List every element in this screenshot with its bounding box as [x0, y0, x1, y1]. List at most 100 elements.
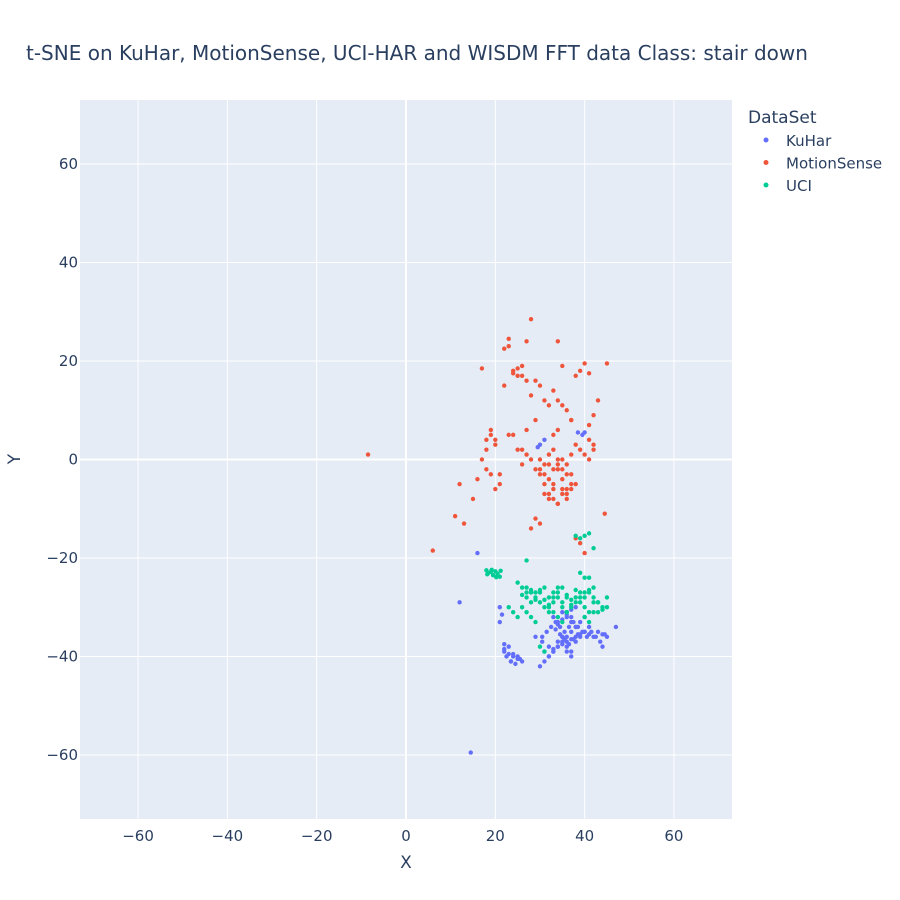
data-point: [551, 486, 556, 492]
data-point: [548, 624, 554, 630]
data-point: [515, 366, 520, 371]
data-point: [560, 585, 565, 590]
data-point: [519, 462, 525, 467]
data-point: [569, 629, 574, 635]
data-point: [569, 614, 574, 620]
data-point: [591, 545, 596, 551]
data-point: [569, 597, 574, 603]
data-point: [524, 558, 529, 563]
data-point: [560, 605, 565, 610]
x-tick-label: −40: [212, 827, 244, 845]
data-point: [502, 641, 507, 647]
data-point: [540, 639, 545, 644]
data-point: [555, 644, 561, 649]
data-point: [457, 600, 462, 605]
data-point: [479, 457, 485, 462]
data-point: [475, 476, 480, 482]
data-point: [497, 605, 502, 610]
data-point: [506, 432, 511, 438]
data-point: [510, 651, 516, 657]
data-point: [528, 600, 534, 605]
data-point: [555, 339, 561, 344]
data-point: [551, 467, 556, 472]
data-point: [555, 457, 561, 462]
data-point: [542, 597, 547, 603]
data-point: [510, 432, 516, 438]
data-point: [564, 595, 569, 600]
data-point: [540, 634, 545, 639]
data-point: [551, 595, 556, 600]
data-point: [560, 486, 565, 492]
data-point: [582, 430, 587, 435]
data-point: [582, 595, 587, 600]
x-tick-labels: −60 −40 −20 0 20 40 60: [122, 827, 683, 845]
data-point: [582, 575, 587, 580]
data-point: [604, 595, 610, 600]
data-point: [546, 462, 552, 467]
data-point: [484, 467, 489, 472]
data-point: [490, 573, 496, 578]
data-point: [586, 457, 592, 462]
data-point: [537, 457, 543, 462]
gridlines: [80, 100, 732, 819]
data-point: [586, 531, 592, 536]
data-point: [555, 585, 561, 590]
data-point: [524, 590, 529, 595]
data-point: [519, 585, 525, 590]
data-point: [591, 609, 596, 615]
data-point: [542, 659, 547, 664]
data-point: [586, 575, 592, 580]
data-point: [569, 602, 574, 607]
data-point: [573, 605, 578, 610]
data-point: [546, 403, 552, 408]
data-point: [564, 486, 569, 492]
data-point: [537, 664, 543, 669]
data-point: [551, 496, 556, 502]
data-point: [591, 585, 596, 590]
data-point: [430, 548, 435, 553]
data-point: [546, 491, 552, 497]
y-tick-label: 60: [59, 155, 78, 173]
legend-label: KuHar: [786, 132, 832, 150]
legend-marker: [763, 160, 769, 165]
data-point: [564, 649, 569, 654]
data-point: [542, 481, 547, 487]
data-point: [542, 398, 547, 403]
data-point: [575, 430, 581, 435]
data-point: [470, 496, 476, 502]
data-point: [528, 614, 534, 620]
data-point: [533, 597, 538, 603]
data-point: [519, 363, 525, 369]
data-point: [533, 516, 538, 521]
data-point: [498, 568, 503, 573]
legend: DataSet KuHar MotionSense UCI: [748, 108, 882, 195]
data-point: [551, 614, 556, 620]
data-point: [553, 627, 558, 632]
data-point: [564, 491, 569, 497]
data-point: [569, 452, 574, 457]
data-point: [595, 609, 601, 615]
data-point: [564, 462, 569, 467]
data-point: [519, 373, 525, 378]
data-point: [502, 383, 507, 388]
data-point: [457, 481, 462, 487]
data-point: [560, 600, 565, 605]
data-point: [524, 452, 529, 457]
data-point: [537, 587, 543, 593]
data-point: [542, 491, 547, 497]
data-point: [546, 654, 552, 659]
data-point: [582, 590, 587, 595]
data-point: [528, 590, 534, 595]
data-point: [555, 639, 561, 644]
data-point: [542, 472, 547, 477]
data-point: [586, 587, 592, 593]
data-point: [365, 452, 371, 457]
data-point: [452, 513, 458, 519]
data-point: [488, 432, 494, 438]
data-point: [484, 447, 489, 452]
legend-title: DataSet: [748, 108, 817, 128]
data-point: [573, 533, 578, 539]
data-point: [595, 629, 601, 635]
data-point: [566, 641, 572, 647]
